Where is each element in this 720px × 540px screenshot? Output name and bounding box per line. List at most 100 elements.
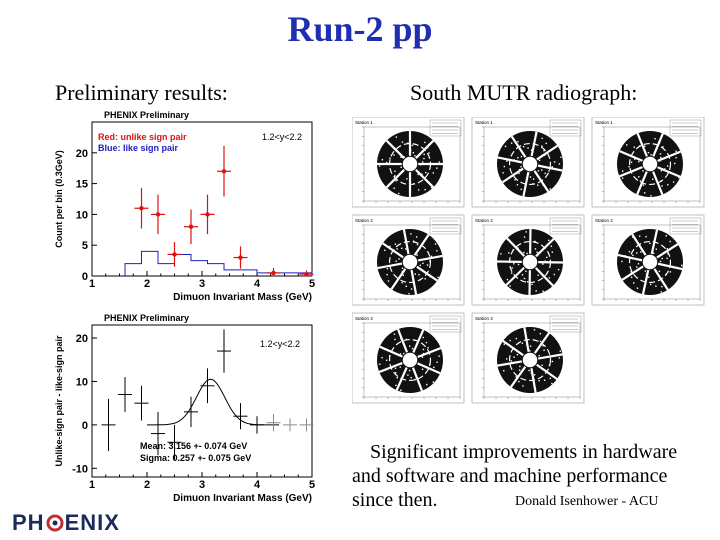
phenix-logo: PH ENIX (12, 510, 120, 536)
stats-box (429, 217, 462, 235)
speckle (560, 156, 562, 158)
speckle (419, 264, 421, 267)
speckle (633, 282, 635, 284)
speckle (425, 366, 427, 369)
speckle (551, 251, 554, 253)
speckle (430, 255, 433, 258)
speckle (394, 372, 397, 374)
speckle (384, 249, 386, 252)
speckle (530, 149, 533, 151)
speckle (506, 278, 509, 281)
speckle (500, 253, 502, 255)
speckle (542, 290, 544, 292)
detector-gap (501, 167, 524, 184)
speckle (411, 144, 414, 147)
speckle (654, 137, 656, 140)
speckle (393, 264, 395, 266)
detector-gap (536, 144, 559, 161)
speckle (529, 176, 532, 178)
speckle (413, 350, 415, 353)
speckle (416, 254, 418, 256)
speckle (401, 141, 404, 143)
x-tick-label: 4 (254, 278, 261, 290)
speckle (428, 152, 430, 154)
speckle (393, 154, 395, 156)
speckle (544, 154, 546, 156)
chart-title: PHENIX Preliminary (104, 313, 189, 323)
speckle (438, 355, 440, 357)
speckle (644, 150, 646, 152)
speckle (421, 368, 424, 370)
speckle (427, 347, 429, 349)
speckle (644, 145, 646, 148)
y-tick-label: 0 (82, 420, 88, 432)
speckle (419, 164, 422, 166)
speckle (678, 176, 680, 179)
speckle (662, 146, 664, 148)
speckle (522, 385, 524, 387)
y-tick-label: 20 (76, 148, 88, 160)
panel-label: Station 1 (595, 120, 613, 125)
speckle (414, 273, 416, 275)
fit-mean-label: Mean: 3.156 +- 0.074 GeV (140, 441, 247, 451)
speckle (428, 363, 431, 366)
speckle (398, 192, 400, 195)
panel-label: Station 3 (355, 316, 373, 321)
speckle (389, 245, 391, 248)
speckle (401, 247, 403, 250)
speckle (541, 145, 543, 147)
y-axis-label: Unlike-sign pair - like-sign pair (54, 335, 64, 467)
speckle (510, 272, 513, 274)
speckle (680, 264, 683, 267)
speckle (400, 166, 402, 168)
speckle (410, 288, 413, 290)
speckle (408, 293, 410, 295)
speckle (659, 260, 662, 263)
speckle (403, 156, 406, 158)
speckle (419, 247, 421, 250)
speckle (660, 291, 663, 293)
speckle (534, 248, 537, 250)
speckle (424, 278, 426, 280)
panel-label: Station 2 (355, 218, 373, 223)
speckle (381, 356, 383, 359)
detector-gap (385, 139, 405, 159)
speckle (408, 369, 411, 372)
stats-box (429, 119, 462, 137)
speckle (438, 161, 441, 163)
speckle (401, 270, 404, 273)
speckle (661, 185, 663, 187)
detector-gap (652, 171, 664, 195)
speckle (523, 236, 526, 238)
x-tick-label: 5 (309, 278, 315, 290)
speckle (393, 333, 396, 335)
speckle (635, 270, 637, 272)
speckle (400, 156, 402, 158)
speckle (502, 172, 504, 174)
speckle (429, 275, 431, 278)
speckle (401, 281, 403, 284)
speckle (520, 188, 522, 191)
speckle (638, 160, 640, 163)
speckle (394, 175, 396, 177)
speckle (659, 160, 661, 162)
speckle (409, 180, 411, 183)
y-axis-label: Count per bin (0.3GeV) (54, 150, 64, 248)
speckle (517, 157, 519, 159)
speckle (400, 363, 403, 365)
speckle (542, 345, 544, 347)
panel-label: Station 3 (475, 316, 493, 321)
speckle (526, 252, 528, 255)
speckle (545, 142, 547, 145)
speckle (632, 236, 634, 238)
detector-gap (411, 367, 423, 392)
speckle (647, 151, 650, 154)
speckle (523, 251, 525, 254)
speckle (436, 361, 438, 364)
speckle (546, 256, 548, 259)
speckle (644, 270, 647, 272)
speckle (549, 377, 552, 380)
unlike-point (238, 255, 243, 260)
speckle (558, 357, 561, 359)
caption-text: Significant improvements in hardware and… (352, 440, 712, 512)
